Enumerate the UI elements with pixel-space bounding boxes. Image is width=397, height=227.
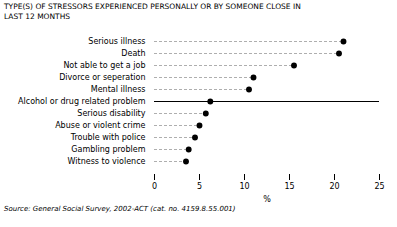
svg-text:Divorce or seperation: Divorce or seperation xyxy=(59,73,145,82)
svg-text:Trouble with police: Trouble with police xyxy=(70,133,146,142)
svg-text:Witness to violence: Witness to violence xyxy=(68,157,146,166)
svg-text:Not able to get a job: Not able to get a job xyxy=(63,61,145,70)
html-text:TYPE(S) OF STRESSORS EXPERIENC: TYPE(S) OF STRESSORS EXPERIENCED PERSONA… xyxy=(4,2,301,11)
svg-text:25: 25 xyxy=(374,182,384,191)
svg-text:Alcohol or drug related proble: Alcohol or drug related problem xyxy=(18,97,146,106)
html-text:Source: General Social Survey,: Source: General Social Survey, 2002-ACT … xyxy=(4,205,236,213)
svg-text:%: % xyxy=(263,195,271,204)
svg-text:Mental illness: Mental illness xyxy=(91,85,146,94)
svg-text:Gambling problem: Gambling problem xyxy=(71,145,145,154)
svg-text:Abuse or violent crime: Abuse or violent crime xyxy=(55,121,145,130)
svg-text:0: 0 xyxy=(152,182,157,191)
svg-text:Serious illness: Serious illness xyxy=(88,37,145,46)
svg-text:15: 15 xyxy=(284,182,294,191)
svg-text:10: 10 xyxy=(239,182,249,191)
svg-text:Serious disability: Serious disability xyxy=(77,109,145,118)
svg-text:20: 20 xyxy=(329,182,339,191)
html-text:LAST 12 MONTHS: LAST 12 MONTHS xyxy=(4,12,71,21)
svg-text:5: 5 xyxy=(197,182,202,191)
svg-text:Death: Death xyxy=(121,49,145,58)
